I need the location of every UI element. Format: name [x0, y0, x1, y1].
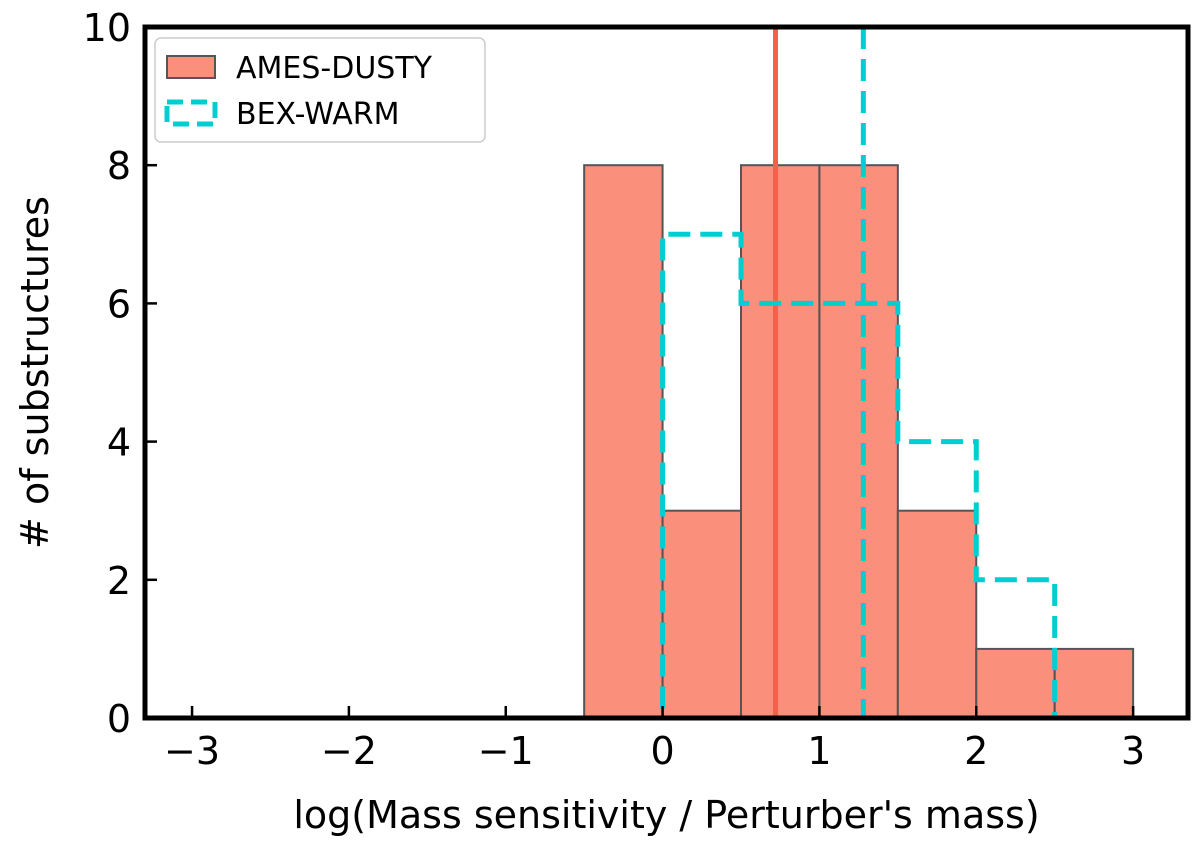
y-tick-label: 8 [107, 144, 131, 188]
legend-box [154, 37, 486, 143]
legend-label-ames-dusty: AMES-DUSTY [236, 51, 433, 86]
y-axis-ticks: 0 2 4 6 8 10 [83, 6, 157, 741]
ames-dusty-bar [583, 164, 664, 719]
y-tick-label: 10 [83, 6, 131, 50]
x-tick-label: 1 [807, 729, 831, 773]
x-tick-label: −3 [164, 729, 220, 773]
x-tick-label: 0 [650, 729, 674, 773]
legend-swatch-ames-dusty [166, 55, 216, 79]
bex-warm-step-line [192, 231, 1134, 721]
plot-frame [142, 24, 1191, 721]
x-tick-label: 3 [1121, 729, 1145, 773]
x-axis-title: log(Mass sensitivity / Perturber's mass) [293, 793, 1039, 837]
ames-dusty-bar [740, 164, 821, 719]
ames-dusty-bar [661, 509, 742, 720]
y-tick-label: 2 [107, 559, 131, 603]
legend: AMES-DUSTY BEX-WARM [154, 37, 486, 143]
y-tick-label: 6 [107, 282, 131, 326]
legend-label-bex-warm: BEX-WARM [236, 97, 399, 132]
x-tick-label: −2 [321, 729, 377, 773]
x-tick-label: 2 [964, 729, 988, 773]
x-tick-label: −1 [478, 729, 534, 773]
ames-dusty-bar [975, 647, 1056, 720]
ames-dusty-bar [1053, 647, 1135, 720]
ames-dusty-bars [583, 164, 1135, 720]
y-tick-label: 4 [107, 421, 131, 465]
x-axis-ticks: −3 −2 −1 0 1 2 3 [164, 706, 1145, 773]
y-tick-label: 0 [107, 697, 131, 741]
ames-dusty-bar [896, 509, 978, 720]
y-axis-title: # of substructures [13, 196, 57, 549]
ames-dusty-bar [818, 164, 899, 719]
legend-swatch-bex-warm [164, 99, 218, 127]
bex-warm-step-group [192, 231, 1134, 721]
